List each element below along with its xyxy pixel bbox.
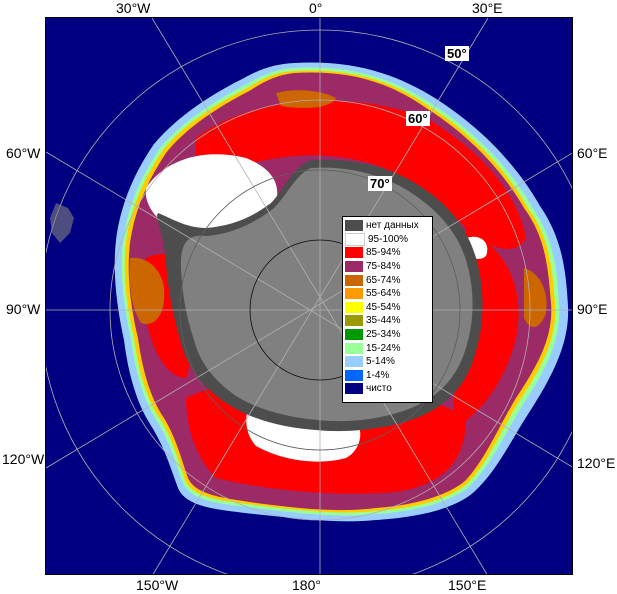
lat-label-60: 60° <box>406 111 430 126</box>
label-0-top: 0° <box>309 0 323 16</box>
legend-label: 1-4% <box>366 369 390 381</box>
legend-label: 75-84% <box>366 261 401 273</box>
legend-item: 15-24% <box>345 341 430 355</box>
legend-swatch <box>345 383 363 395</box>
label-30w-top: 30°W <box>116 0 151 16</box>
legend-item: 55-64% <box>345 287 430 301</box>
ice-95-100-weddell <box>145 154 278 230</box>
legend-swatch <box>345 220 363 232</box>
legend-label: 15-24% <box>366 342 401 354</box>
label-90w-left: 90°W <box>6 301 41 317</box>
lat-label-50: 50° <box>445 46 469 61</box>
legend-label: 95-100% <box>368 233 409 245</box>
legend-swatch <box>345 315 363 327</box>
lat-label-70: 70° <box>368 176 392 191</box>
label-150w-bottom: 150°W <box>136 577 179 593</box>
legend-swatch <box>345 342 363 354</box>
legend-label: 55-64% <box>366 288 401 300</box>
legend-swatch <box>345 232 365 246</box>
legend-item: 35-44% <box>345 314 430 328</box>
legend-label: 45-54% <box>366 301 401 313</box>
label-60w-left: 60°W <box>6 145 41 161</box>
legend-item: 85-94% <box>345 246 430 260</box>
legend-item: 45-54% <box>345 301 430 315</box>
legend-label: 25-34% <box>366 329 401 341</box>
label-60e-right: 60°E <box>577 145 608 161</box>
label-90e-right: 90°E <box>577 301 608 317</box>
legend-swatch <box>345 247 363 259</box>
legend-swatch <box>345 274 363 286</box>
label-150e-bottom: 150°E <box>448 577 487 593</box>
legend-swatch <box>345 356 363 368</box>
legend-item: нет данных <box>345 219 430 233</box>
map-frame: 50° 60° 70° нет данных 95-100% 85-94% 75-84… <box>45 17 573 575</box>
label-120e-right: 120°E <box>577 455 616 471</box>
legend-item: 5-14% <box>345 355 430 369</box>
legend: нет данных 95-100% 85-94% 75-84% 65-74% 55-64… <box>342 216 433 403</box>
legend-swatch <box>345 329 363 341</box>
legend-label: 85-94% <box>366 247 401 259</box>
legend-item: 65-74% <box>345 273 430 287</box>
legend-item: 25-34% <box>345 328 430 342</box>
meridian-150 <box>152 18 489 574</box>
legend-label: 35-44% <box>366 315 401 327</box>
label-180-bottom: 180° <box>292 577 321 593</box>
ice-65-74-west <box>129 257 165 324</box>
meridian-120 <box>46 152 572 469</box>
legend-swatch <box>345 288 363 300</box>
lat-circle-70-dark <box>179 169 461 451</box>
ice-65-74-north <box>276 90 336 108</box>
legend-label: 5-14% <box>366 356 395 368</box>
ice-85-94-north <box>196 100 526 249</box>
legend-swatch <box>345 369 363 381</box>
sea-ice-map <box>46 18 572 574</box>
legend-item: 75-84% <box>345 260 430 274</box>
legend-swatch <box>345 301 363 313</box>
legend-item: 95-100% <box>345 232 430 247</box>
legend-item: чисто <box>345 382 430 396</box>
legend-label: нет данных <box>366 220 419 232</box>
legend-label: 65-74% <box>366 274 401 286</box>
label-120w-left: 120°W <box>2 451 45 467</box>
legend-swatch <box>345 261 363 273</box>
legend-label: чисто <box>366 383 392 395</box>
legend-item: 1-4% <box>345 369 430 383</box>
label-30e-top: 30°E <box>472 0 503 16</box>
south-america-tip <box>50 203 74 243</box>
